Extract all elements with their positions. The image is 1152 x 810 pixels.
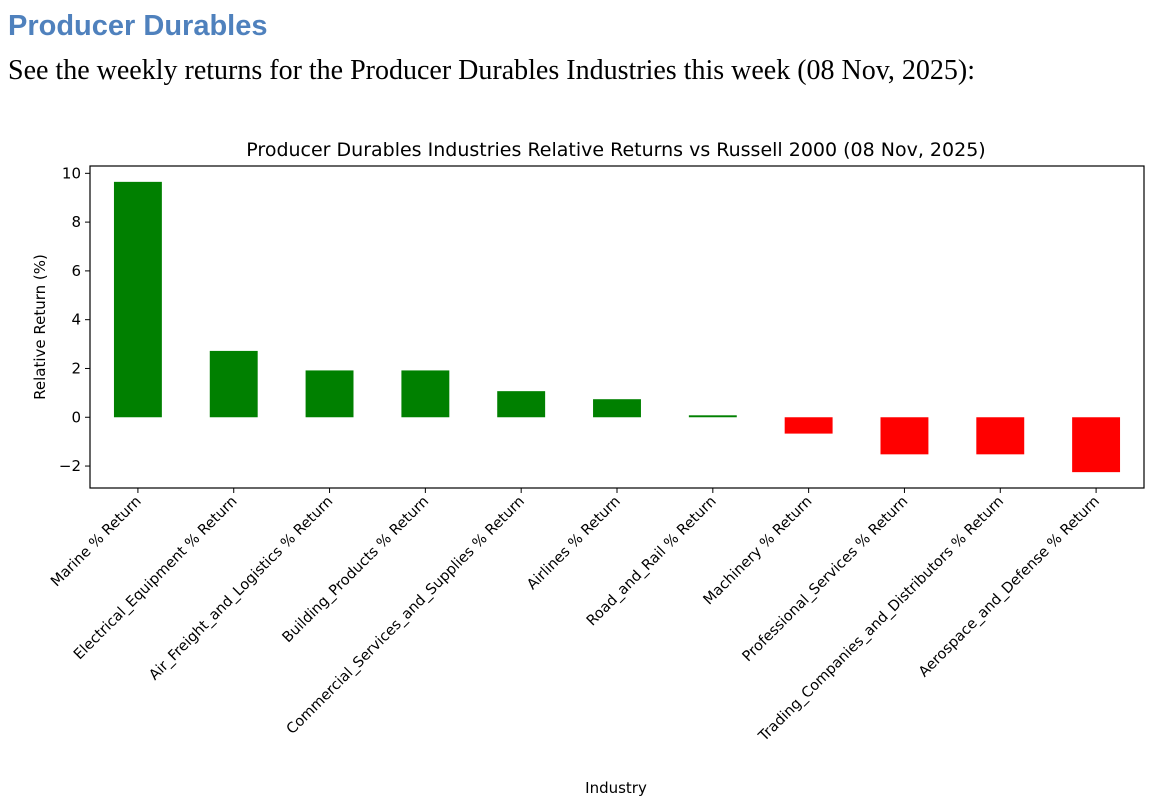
y-tick-label: 2 (71, 359, 81, 377)
page-heading: Producer Durables (8, 10, 268, 42)
bar (113, 181, 162, 418)
bar (593, 399, 641, 418)
x-tick-label: Electrical_Equipment % Return (71, 494, 241, 664)
y-tick-label: 10 (62, 164, 81, 182)
y-tick-label: 0 (71, 408, 81, 426)
bar (688, 415, 737, 418)
y-axis-label: Relative Return (%) (31, 254, 49, 400)
bar (305, 370, 354, 418)
bar (880, 417, 929, 455)
bar (1072, 417, 1121, 473)
x-tick-label: Machinery % Return (701, 494, 816, 609)
intro-text: See the weekly returns for the Producer … (8, 55, 976, 86)
chart-title: Producer Durables Industries Relative Re… (246, 139, 985, 161)
x-tick-label: Professional_Services % Return (740, 494, 912, 666)
bars-group (113, 181, 1121, 473)
bar (976, 417, 1025, 455)
x-axis-label: Industry (585, 779, 647, 797)
x-tick-label: Airlines % Return (524, 494, 624, 594)
bar (497, 391, 546, 418)
y-tick-label: −2 (59, 457, 81, 475)
bar (784, 417, 833, 434)
bar (209, 350, 258, 418)
x-tick-label: Air_Freight_and_Logistics % Return (146, 494, 336, 684)
y-tick-label: 8 (71, 213, 81, 231)
x-tick-label: Aerospace_and_Defense % Return (916, 494, 1103, 681)
x-tick-label: Marine % Return (48, 494, 145, 591)
bar (401, 370, 450, 418)
y-axis: −2 0 2 4 6 8 10 (59, 164, 90, 475)
y-tick-label: 4 (71, 311, 81, 329)
y-tick-label: 6 (71, 262, 81, 280)
